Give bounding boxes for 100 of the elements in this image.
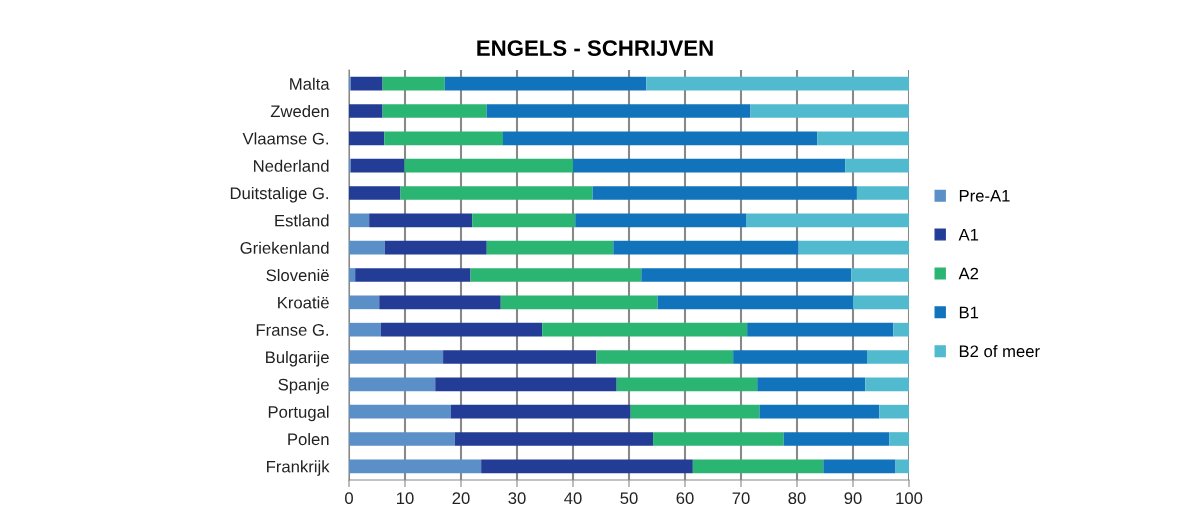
bar	[404, 158, 573, 173]
bar	[592, 186, 857, 200]
y-tick-label: Estland	[275, 214, 329, 227]
legend-label: A1	[958, 228, 979, 241]
bar	[641, 268, 852, 282]
x-tick-label: 80	[788, 492, 806, 505]
bar	[486, 240, 614, 255]
legend-label: Pre-A1	[959, 190, 1010, 202]
y-tick-label: Kroatië	[278, 296, 329, 309]
y-tick-label: Bulgarije	[266, 350, 329, 367]
bar	[573, 158, 846, 173]
bar	[879, 404, 909, 419]
bar	[450, 404, 631, 419]
x-tick-label: 10	[397, 492, 414, 505]
legend-label: A2	[958, 267, 979, 280]
x-tick-label: 90	[844, 492, 862, 505]
bar	[349, 186, 401, 200]
bar	[865, 377, 909, 392]
bar	[895, 459, 909, 474]
bar	[823, 459, 896, 474]
bar	[350, 76, 383, 91]
bar	[481, 459, 693, 474]
bar	[486, 104, 751, 118]
bar	[757, 377, 866, 392]
bar	[889, 432, 909, 446]
bar	[746, 213, 909, 228]
y-tick-label: Polen	[288, 432, 329, 446]
bar	[653, 432, 784, 446]
bar	[382, 104, 487, 118]
bar	[733, 350, 867, 364]
bar	[349, 377, 436, 392]
bar	[349, 350, 444, 364]
bar	[613, 240, 799, 255]
x-tick-label: 0	[345, 492, 353, 505]
bar	[349, 268, 356, 282]
bar	[470, 268, 642, 282]
bar	[845, 158, 909, 173]
bar	[783, 432, 890, 446]
bar	[435, 377, 617, 392]
bar	[380, 322, 543, 337]
bar	[349, 240, 385, 255]
bar	[692, 459, 824, 474]
y-tick-label: Slovenië	[266, 268, 329, 282]
bar	[500, 295, 658, 310]
bar	[382, 76, 445, 91]
x-tick-label: 30	[508, 492, 526, 505]
bar	[349, 404, 451, 419]
bar	[400, 186, 593, 200]
x-tick-label: 50	[620, 492, 638, 505]
bar	[379, 295, 501, 310]
bar	[759, 404, 880, 419]
bar	[349, 131, 385, 146]
y-tick-label: Vlaamse G.	[242, 132, 329, 145]
y-tick-label: Duitstalige G.	[230, 186, 329, 203]
bar	[503, 131, 818, 146]
bar	[616, 377, 758, 392]
y-tick-label: Spanje	[278, 378, 329, 394]
bar	[349, 459, 482, 474]
bar	[384, 131, 503, 146]
chart-title: ENGELS - SCHRIJVEN	[477, 40, 713, 56]
bar	[851, 268, 909, 282]
bar	[349, 322, 381, 337]
bar	[349, 432, 455, 446]
bar	[349, 104, 383, 118]
bar	[817, 131, 909, 146]
bar	[798, 240, 909, 255]
bar	[350, 158, 405, 173]
bar	[867, 350, 909, 364]
x-tick-label: 60	[676, 492, 694, 505]
y-tick-label: Frankrijk	[267, 460, 330, 476]
bar	[349, 295, 380, 310]
bar	[747, 322, 894, 337]
x-tick-label: 20	[452, 492, 470, 505]
legend-label: B1	[959, 306, 979, 319]
bar	[893, 322, 909, 337]
bar	[349, 213, 370, 228]
x-tick-label: 100	[896, 492, 923, 505]
bar	[630, 404, 760, 419]
bar	[444, 76, 647, 91]
bar	[856, 186, 909, 200]
bar	[542, 322, 748, 337]
bar	[596, 350, 734, 364]
bar	[454, 432, 654, 446]
x-tick-label: 70	[732, 492, 750, 505]
y-tick-label: Griekenland	[240, 241, 329, 254]
y-tick-label: Franse G.	[256, 324, 329, 336]
bar	[646, 76, 909, 91]
legend-label: B2 of meer	[959, 344, 1040, 358]
bar	[750, 104, 909, 118]
y-tick-label: Zweden	[270, 104, 329, 118]
y-tick-label: Nederland	[254, 159, 329, 172]
bar	[443, 350, 597, 364]
bar	[853, 295, 909, 310]
y-tick-label: Malta	[290, 77, 330, 90]
bar	[472, 213, 576, 228]
x-tick-label: 40	[564, 492, 582, 505]
y-tick-label: Portugal	[268, 405, 329, 422]
bar	[384, 240, 487, 255]
bar	[575, 213, 747, 228]
bar	[369, 213, 473, 228]
